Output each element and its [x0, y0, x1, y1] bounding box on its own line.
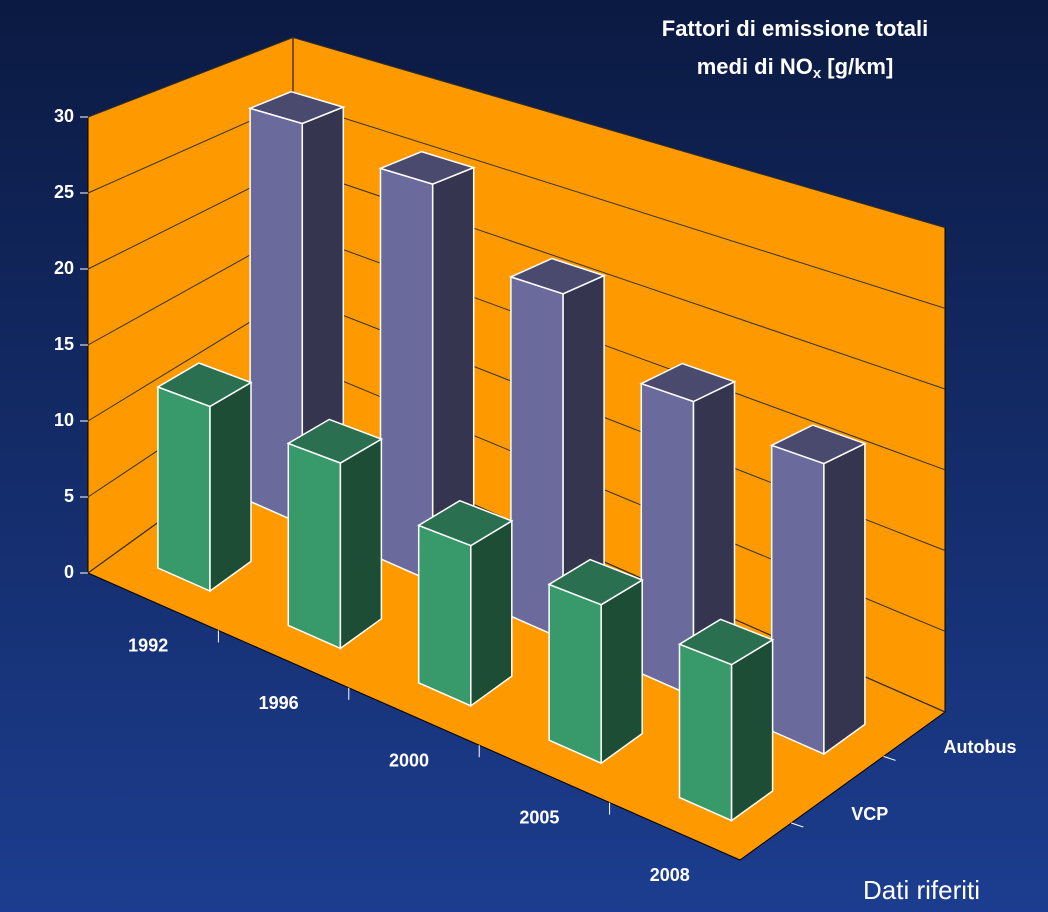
bar: [378, 150, 476, 584]
bar-top: [417, 499, 514, 547]
x-tick-label: 1996: [259, 693, 299, 713]
bar-top: [378, 150, 476, 185]
bar-front: [548, 583, 602, 765]
title-part: medi di NO: [697, 54, 813, 79]
x-tick-label: 1992: [128, 635, 168, 655]
bar-side: [209, 381, 252, 593]
y-tick-label: 5: [64, 486, 74, 506]
bar-top: [508, 257, 607, 295]
bar-front: [287, 442, 342, 650]
x-tick-label: 2005: [519, 808, 559, 828]
bar-side: [823, 442, 866, 756]
y-tick-label: 15: [54, 334, 74, 354]
y-tick-label: 20: [54, 258, 74, 278]
bar: [769, 424, 867, 756]
z-tick: [791, 822, 804, 828]
chart-title: medi di NOx [g/km]: [697, 54, 894, 82]
title-part: [g/km]: [821, 54, 893, 79]
footnote: Dati riferiti: [863, 875, 980, 905]
y-tick-label: 25: [54, 182, 74, 202]
bar: [677, 618, 775, 823]
bar-side: [730, 638, 774, 823]
series-label: VCP: [851, 804, 888, 824]
bar-top: [547, 558, 644, 606]
bar-top: [286, 418, 384, 464]
y-tick-label: 0: [64, 562, 74, 582]
bar-front: [678, 643, 733, 822]
z-tick: [883, 755, 896, 761]
bar-front: [379, 167, 434, 583]
bar-top: [769, 424, 867, 465]
bar: [286, 418, 384, 650]
bar-top: [677, 618, 775, 666]
bar-side: [339, 437, 383, 650]
y-tick-label: 30: [54, 106, 74, 126]
bar: [417, 499, 514, 708]
bar: [247, 90, 346, 526]
series-label: Autobus: [944, 737, 1017, 757]
bar-side: [600, 578, 643, 765]
bar-front: [157, 385, 211, 593]
bar-front: [770, 444, 825, 756]
bar: [547, 558, 644, 765]
title-subscript: x: [813, 65, 822, 82]
grid-line: [87, 36, 946, 228]
x-tick-label: 2008: [650, 865, 690, 885]
chart-title: Fattori di emissione totali: [662, 16, 928, 41]
bar: [156, 362, 253, 593]
x-tick-label: 2000: [389, 750, 429, 770]
plot: 0 5 10 15 20 25 30 1992 1996 2000 2005 2008 Autobus V…: [54, 36, 1017, 885]
bar-top: [156, 362, 253, 408]
bar: [639, 362, 737, 699]
bar-top: [639, 362, 737, 403]
bar-front: [417, 524, 472, 707]
bar-top: [247, 90, 346, 125]
bar-side: [470, 519, 513, 708]
y-tick-label: 10: [54, 410, 74, 430]
